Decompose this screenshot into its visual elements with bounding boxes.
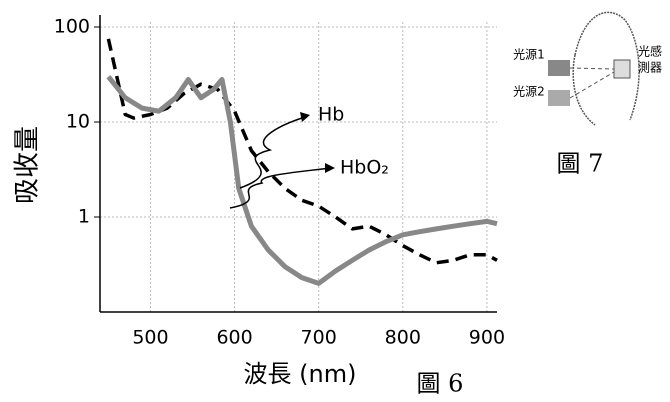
light-path: [569, 71, 615, 99]
series-line: [106, 75, 498, 286]
detector-label: 測器: [638, 61, 662, 75]
diagram-caption: 圖 7: [557, 150, 604, 178]
x-tick-label: 800: [385, 327, 421, 349]
plot: 1 10 100 500 600 700 800 900 Hb HbO₂: [54, 15, 505, 349]
light-path: [569, 67, 615, 70]
annotation-arrow: [239, 116, 306, 189]
light-source: [548, 60, 570, 76]
light-source: [548, 90, 570, 106]
y-tick-label: 100: [54, 16, 90, 38]
x-tick-label: 700: [301, 327, 337, 349]
detector-label: 光感: [638, 44, 662, 59]
y-tick-label: 1: [78, 206, 90, 228]
y-axis-label: 吸收量: [13, 126, 43, 204]
x-axis-label: 波長 (nm): [244, 360, 357, 388]
x-tick-label: 500: [132, 327, 168, 349]
sensor-diagram: [548, 11, 640, 126]
series-line: [106, 38, 498, 265]
source-label: 光源1: [513, 48, 545, 62]
annotation-arrow: [229, 167, 331, 209]
arrow-head: [325, 163, 335, 173]
x-tick-label: 900: [469, 327, 505, 349]
series-label: HbO₂: [340, 157, 389, 179]
series-label: Hb: [318, 104, 344, 126]
y-tick-label: 10: [66, 111, 90, 133]
arrow-head: [300, 112, 310, 122]
source-label: 光源2: [513, 85, 545, 99]
figure-caption: 圖 6: [417, 370, 464, 398]
detector: [613, 59, 631, 79]
x-tick-label: 600: [216, 327, 252, 349]
finger-outline: [572, 11, 640, 126]
